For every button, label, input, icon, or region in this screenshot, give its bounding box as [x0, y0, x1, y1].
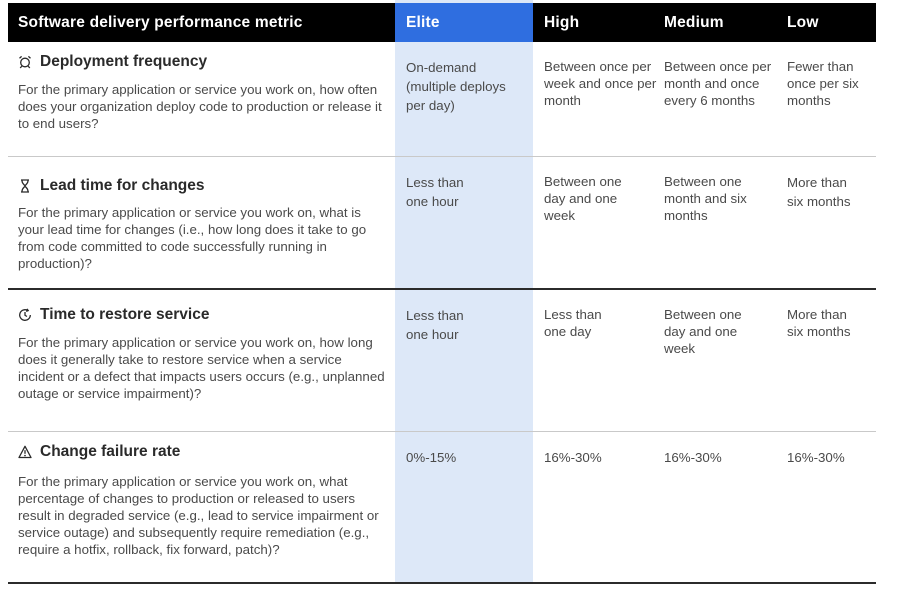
elite-value: On-demand (multiple deploys per day): [406, 60, 506, 113]
table-row: Deployment frequency For the primary app…: [8, 42, 876, 156]
row-title: Change failure rate: [18, 443, 180, 461]
row-title: Lead time for changes: [18, 177, 205, 195]
row-description: For the primary application or service y…: [18, 205, 367, 271]
header-metric: Software delivery performance metric: [18, 14, 303, 31]
high-value: 16%-30%: [544, 450, 602, 465]
deployment-icon: [19, 55, 31, 69]
medium-value: Between one day and one week: [664, 307, 742, 356]
medium-value: 16%-30%: [664, 450, 722, 465]
low-value: More than six months: [787, 175, 851, 209]
row-title-label: Time to restore service: [40, 306, 210, 323]
restore-icon: [19, 308, 31, 321]
high-value: Between once per week and once per month: [544, 59, 657, 108]
medium-value: Between once per month and once every 6 …: [664, 59, 772, 108]
row-divider: [8, 156, 876, 157]
header-high: High: [544, 14, 580, 31]
table-row: Change failure rate For the primary appl…: [8, 432, 876, 583]
header-low: Low: [787, 14, 819, 31]
low-value: More than six months: [787, 307, 851, 339]
table-row: Time to restore service For the primary …: [8, 290, 876, 431]
row-divider: [8, 431, 876, 432]
performance-table: Software delivery performance metric Eli…: [8, 0, 876, 590]
table-row: Lead time for changes For the primary ap…: [8, 157, 876, 289]
row-title-label: Deployment frequency: [40, 53, 208, 70]
row-description: For the primary application or service y…: [18, 474, 379, 557]
row-description: For the primary application or service y…: [18, 335, 385, 401]
table-bottom-border: [8, 582, 876, 584]
elite-value: Less than one hour: [406, 308, 464, 342]
header-elite: Elite: [406, 14, 440, 31]
row-title-label: Lead time for changes: [40, 177, 205, 194]
high-value: Between one day and one week: [544, 174, 622, 223]
row-description: For the primary application or service y…: [18, 82, 382, 131]
table-header: Software delivery performance metric Eli…: [8, 3, 876, 42]
low-value: Fewer than once per six months: [787, 59, 859, 108]
row-title: Time to restore service: [18, 306, 209, 324]
warning-icon: [18, 445, 32, 459]
elite-value: Less than one hour: [406, 175, 464, 209]
header-medium: Medium: [664, 14, 724, 31]
medium-value: Between one month and six months: [664, 174, 747, 223]
row-title-label: Change failure rate: [40, 443, 181, 460]
row-divider: [8, 288, 876, 290]
hourglass-icon: [21, 179, 29, 193]
elite-header-highlight: [395, 3, 533, 42]
row-title: Deployment frequency: [18, 53, 207, 71]
elite-value: 0%-15%: [406, 450, 457, 465]
elite-column-highlight: [395, 0, 533, 583]
high-value: Less than one day: [544, 307, 602, 339]
low-value: 16%-30%: [787, 450, 845, 465]
